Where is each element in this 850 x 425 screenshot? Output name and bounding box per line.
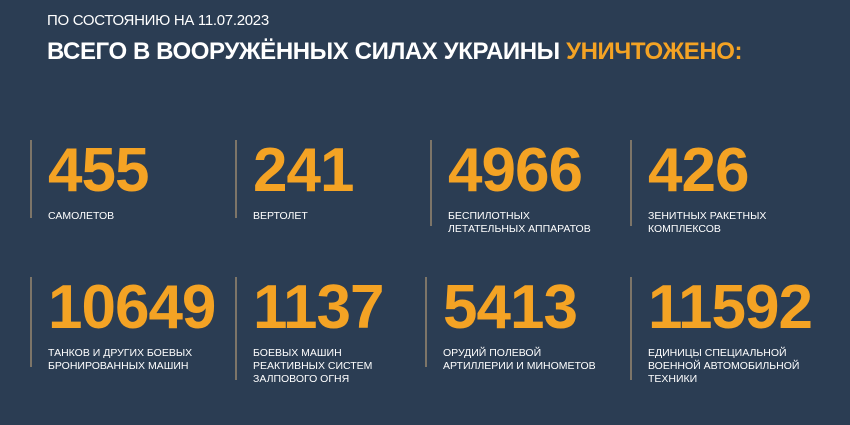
stat-value: 455 bbox=[48, 136, 149, 205]
stat-sam: 426 ЗЕНИТНЫХ РАКЕТНЫХ КОМПЛЕКСОВ bbox=[630, 136, 766, 235]
stat-label: ОРУДИЙ ПОЛЕВОЙ АРТИЛЛЕРИИ И МИНОМЕТОВ bbox=[443, 347, 596, 372]
stat-label: ВЕРТОЛЕТ bbox=[253, 210, 308, 222]
stat-label: ЕДИНИЦЫ СПЕЦИАЛЬНОЙ ВОЕННОЙ АВТОМОБИЛЬНО… bbox=[648, 347, 800, 385]
date-line: ПО СОСТОЯНИЮ НА 11.07.2023 bbox=[47, 12, 269, 29]
title-accent: УНИЧТОЖЕНО: bbox=[566, 38, 743, 65]
stat-value: 11592 bbox=[648, 273, 813, 342]
stat-label: САМОЛЕТОВ bbox=[48, 210, 115, 222]
stat-value: 1137 bbox=[253, 273, 385, 342]
stat-value: 5413 bbox=[443, 273, 578, 342]
stat-value: 4966 bbox=[448, 136, 583, 205]
stat-mlrs: 1137 БОЕВЫХ МАШИН РЕАКТИВНЫХ СИСТЕМ ЗАЛПО… bbox=[235, 273, 385, 385]
stat-label: ТАНКОВ И ДРУГИХ БОЕВЫХ БРОНИРОВАННЫХ МАШ… bbox=[48, 347, 193, 372]
stat-vehicles: 11592 ЕДИНИЦЫ СПЕЦИАЛЬНОЙ ВОЕННОЙ АВТОМОБ… bbox=[630, 273, 813, 385]
stat-label: БЕСПИЛОТНЫХ ЛЕТАТЕЛЬНЫХ АППАРАТОВ bbox=[448, 210, 591, 235]
stat-value: 241 bbox=[253, 136, 354, 205]
stat-uav: 4966 БЕСПИЛОТНЫХ ЛЕТАТЕЛЬНЫХ АППАРАТОВ bbox=[430, 136, 591, 235]
stat-value: 426 bbox=[648, 136, 749, 205]
stat-tanks: 10649 ТАНКОВ И ДРУГИХ БОЕВЫХ БРОНИРОВАННЫ… bbox=[30, 273, 216, 372]
stat-value: 10649 bbox=[48, 273, 216, 342]
stat-helicopters: 241 ВЕРТОЛЕТ bbox=[235, 136, 354, 222]
stat-aircraft: 455 САМОЛЕТОВ bbox=[30, 136, 149, 222]
stat-label: ЗЕНИТНЫХ РАКЕТНЫХ КОМПЛЕКСОВ bbox=[648, 210, 767, 235]
stat-artillery: 5413 ОРУДИЙ ПОЛЕВОЙ АРТИЛЛЕРИИ И МИНОМЕТО… bbox=[425, 273, 596, 372]
stat-label: БОЕВЫХ МАШИН РЕАКТИВНЫХ СИСТЕМ ЗАЛПОВОГО… bbox=[253, 347, 373, 385]
title-main: ВСЕГО В ВООРУЖЁННЫХ СИЛАХ УКРАИНЫ bbox=[47, 38, 560, 65]
page-title: ВСЕГО В ВООРУЖЁННЫХ СИЛАХ УКРАИНЫ УНИЧТО… bbox=[47, 38, 743, 66]
